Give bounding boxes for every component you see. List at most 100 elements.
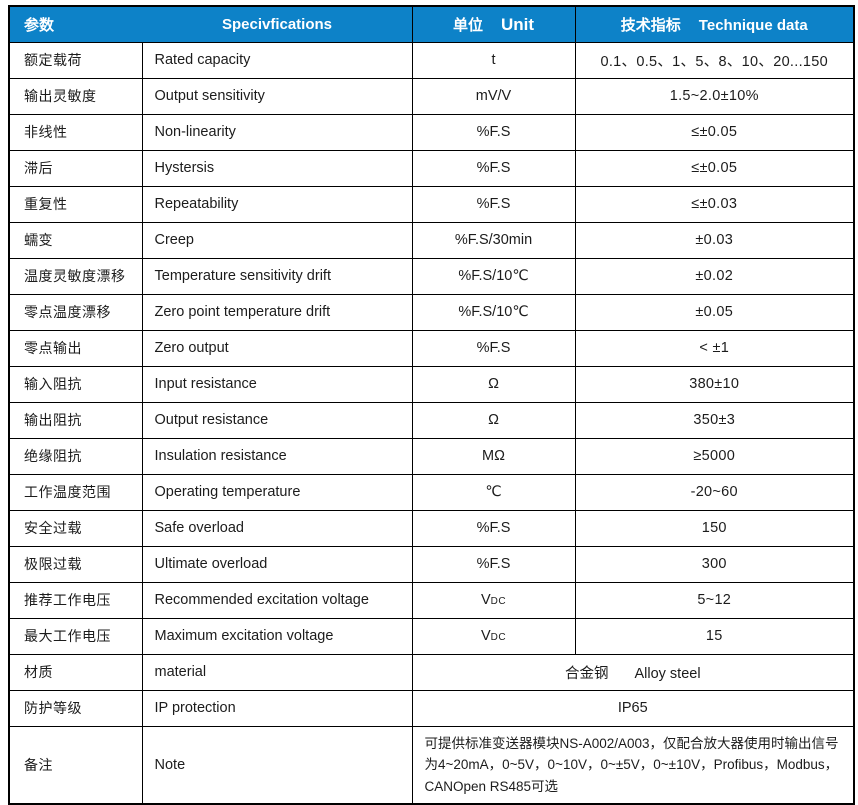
param-name-zh: 非线性 [8, 113, 143, 151]
table-row: 额定载荷 Rated capacity t 0.1、0.5、1、5、8、10、20..… [8, 41, 855, 79]
param-name-en: IP protection [141, 689, 413, 727]
header-tech-en: Technique data [698, 16, 808, 34]
unit-value: mV/V [475, 88, 512, 104]
param-name-en: Ultimate overload [141, 545, 413, 583]
unit-cell: VDC [411, 617, 576, 655]
param-name-zh: 滞后 [8, 149, 143, 187]
header-technique-data: 技术指标 Technique data [574, 5, 855, 43]
unit-value: %F.S [476, 340, 511, 356]
technique-value: 合金钢 Alloy steel [411, 653, 855, 691]
param-name-zh: 最大工作电压 [8, 617, 143, 655]
technique-value: 300 [574, 545, 855, 583]
table-row: 温度灵敏度漂移 Temperature sensitivity drift %F.S… [8, 257, 855, 295]
unit-cell: %F.S/10℃ [411, 293, 576, 331]
table-row: 蠕变 Creep %F.S/30min ±0.03 [8, 221, 855, 259]
unit-cell: %F.S/30min [411, 221, 576, 259]
unit-value: MΩ [482, 448, 505, 464]
param-name-en: Operating temperature [141, 473, 413, 511]
technique-value: -20~60 [574, 473, 855, 511]
spec-table-body: 额定载荷 Rated capacity t 0.1、0.5、1、5、8、10、20..… [8, 41, 855, 805]
unit-value: V [480, 628, 491, 644]
technique-value: < ±1 [574, 329, 855, 367]
unit-cell: t [411, 41, 576, 79]
unit-cell: %F.S [411, 545, 576, 583]
unit-cell: MΩ [411, 437, 576, 475]
header-param: 参数 [8, 5, 143, 43]
param-name-zh: 重复性 [8, 185, 143, 223]
technique-value: ≤±0.05 [574, 113, 855, 151]
param-name-en: Non-linearity [141, 113, 413, 151]
table-row: 安全过载 Safe overload %F.S 150 [8, 509, 855, 547]
param-name-en: Input resistance [141, 365, 413, 403]
technique-value: IP65 [411, 689, 855, 727]
param-name-zh: 推荐工作电压 [8, 581, 143, 619]
table-row: 绝缘阻抗 Insulation resistance MΩ ≥5000 [8, 437, 855, 475]
header-unit-en: Unit [500, 14, 535, 34]
material-en: Alloy steel [634, 665, 701, 682]
unit-cell: Ω [411, 365, 576, 403]
unit-value: %F.S [476, 520, 511, 536]
unit-value: %F.S/30min [454, 232, 533, 248]
param-name-zh: 工作温度范围 [8, 473, 143, 511]
param-name-zh: 防护等级 [8, 689, 143, 727]
param-name-zh: 绝缘阻抗 [8, 437, 143, 475]
param-name-zh: 输入阻抗 [8, 365, 143, 403]
unit-subscript: DC [490, 596, 507, 607]
unit-value: Ω [488, 412, 499, 428]
param-name-en: Insulation resistance [141, 437, 413, 475]
table-row: 重复性 Repeatability %F.S ≤±0.03 [8, 185, 855, 223]
param-name-en: Temperature sensitivity drift [141, 257, 413, 295]
table-row: 材质 material 合金钢 Alloy steel [8, 653, 855, 691]
header-unit-zh: 单位 [452, 16, 483, 34]
technique-value: 15 [574, 617, 855, 655]
param-name-en: Zero output [141, 329, 413, 367]
param-name-en: Note [141, 725, 413, 805]
spec-table: 参数 Specivfications 单位 Unit 技术指标 Techniqu… [8, 5, 855, 805]
unit-value: V [480, 592, 491, 608]
param-name-zh: 零点输出 [8, 329, 143, 367]
unit-value: %F.S [476, 124, 511, 140]
unit-cell: %F.S/10℃ [411, 257, 576, 295]
unit-cell: mV/V [411, 77, 576, 115]
table-row: 非线性 Non-linearity %F.S ≤±0.05 [8, 113, 855, 151]
technique-value: ≥5000 [574, 437, 855, 475]
param-name-zh: 材质 [8, 653, 143, 691]
table-row: 零点温度漂移 Zero point temperature drift %F.S/1… [8, 293, 855, 331]
technique-value: ±0.03 [574, 221, 855, 259]
param-name-en: Safe overload [141, 509, 413, 547]
param-name-en: material [141, 653, 413, 691]
unit-cell: ℃ [411, 473, 576, 511]
technique-value: ±0.05 [574, 293, 855, 331]
param-name-zh: 额定载荷 [8, 41, 143, 79]
param-name-zh: 蠕变 [8, 221, 143, 259]
technique-value: 350±3 [574, 401, 855, 439]
param-name-en: Maximum excitation voltage [141, 617, 413, 655]
unit-cell: %F.S [411, 113, 576, 151]
param-name-zh: 输出阻抗 [8, 401, 143, 439]
technique-value: 5~12 [574, 581, 855, 619]
header-row: 参数 Specivfications 单位 Unit 技术指标 Techniqu… [8, 5, 855, 43]
param-name-zh: 备注 [8, 725, 143, 805]
param-name-zh: 输出灵敏度 [8, 77, 143, 115]
param-name-zh: 极限过载 [8, 545, 143, 583]
table-row: 滞后 Hystersis %F.S ≤±0.05 [8, 149, 855, 187]
unit-value: %F.S [476, 196, 511, 212]
table-row: 备注 Note 可提供标准变送器模块NS-A002/A003，仅配合放大器使用时输出… [8, 725, 855, 805]
unit-value: Ω [488, 376, 499, 392]
param-name-en: Repeatability [141, 185, 413, 223]
unit-value: %F.S [476, 160, 511, 176]
technique-value: 150 [574, 509, 855, 547]
param-name-en: Hystersis [141, 149, 413, 187]
unit-cell: VDC [411, 581, 576, 619]
note-text: 可提供标准变送器模块NS-A002/A003，仅配合放大器使用时输出信号为4~2… [411, 725, 855, 805]
technique-value: 380±10 [574, 365, 855, 403]
unit-value: t [491, 52, 496, 68]
table-row: 防护等级 IP protection IP65 [8, 689, 855, 727]
technique-value: 1.5~2.0±10% [574, 77, 855, 115]
unit-cell: Ω [411, 401, 576, 439]
unit-value: %F.S [476, 556, 511, 572]
unit-value: %F.S/10℃ [458, 304, 529, 320]
table-row: 输出阻抗 Output resistance Ω 350±3 [8, 401, 855, 439]
table-row: 最大工作电压 Maximum excitation voltage VDC 15 [8, 617, 855, 655]
header-unit: 单位 Unit [411, 5, 576, 43]
